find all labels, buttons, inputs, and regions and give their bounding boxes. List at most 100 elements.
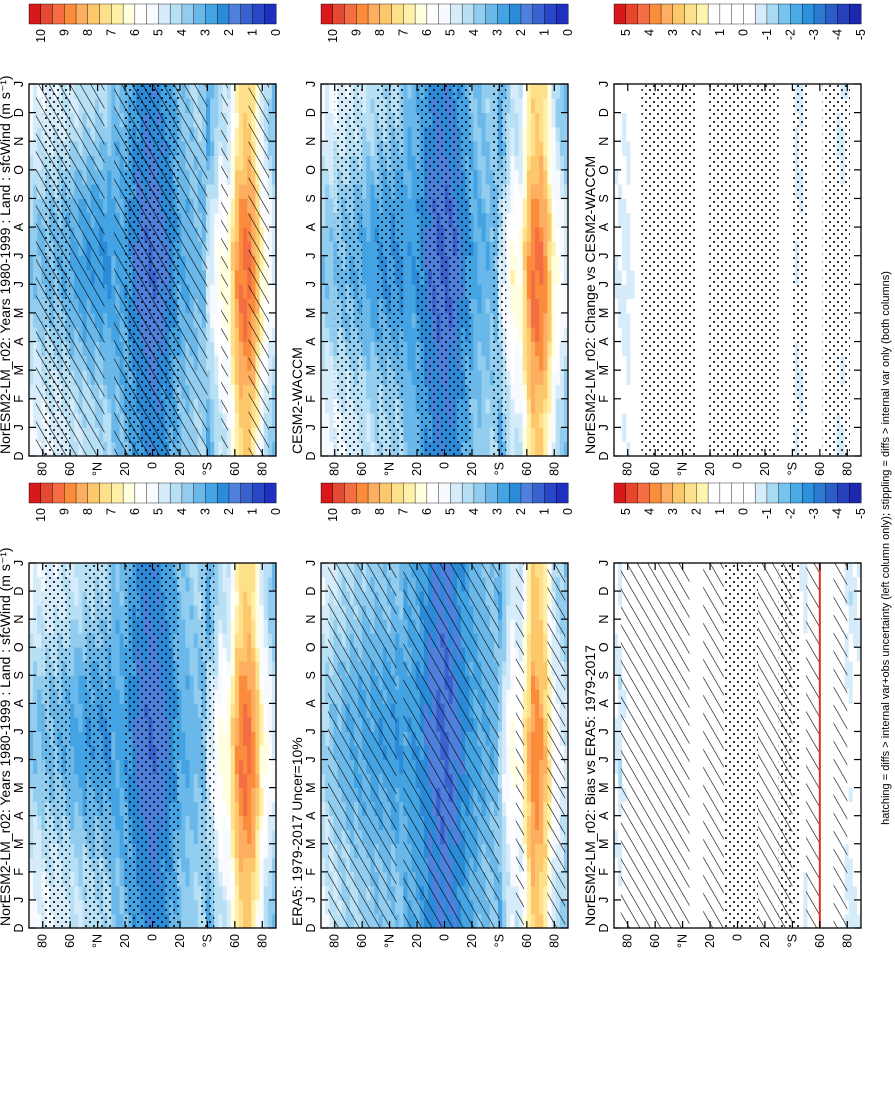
heat-cell [119, 563, 125, 578]
heat-cell [259, 913, 265, 928]
heat-cell [230, 198, 236, 214]
heat-cell [29, 619, 34, 634]
heat-cell [226, 398, 232, 414]
heat-cell [251, 703, 256, 718]
heat-cell [251, 605, 256, 620]
heat-cell [522, 829, 528, 845]
heat-cell [33, 270, 38, 285]
heat-cell [535, 675, 540, 690]
heat-cell [247, 619, 252, 634]
x-tick-label: 20 [465, 934, 479, 948]
heat-cell [214, 198, 219, 214]
heat-cell [33, 84, 38, 99]
heat-cell [243, 370, 248, 385]
heat-cell [243, 141, 248, 156]
heat-cell [535, 717, 540, 732]
heat-cell [526, 801, 532, 817]
heat-cell [29, 241, 34, 257]
heat-cell [33, 227, 38, 242]
heat-cell [251, 675, 256, 690]
heat-cell [325, 787, 330, 803]
heat-cell [255, 619, 260, 634]
heat-cell [193, 563, 199, 578]
heat-cell [111, 155, 116, 171]
heat-cell [226, 829, 232, 845]
heat-cell [37, 605, 42, 620]
heat-cell [498, 815, 503, 831]
heat-cell [218, 773, 223, 789]
heat-cell [115, 717, 120, 732]
heat-cell [107, 370, 112, 385]
heat-cell [510, 843, 515, 859]
heat-cell [181, 885, 186, 901]
heat-cell [111, 184, 116, 199]
heat-cell [230, 441, 236, 456]
heat-cell [506, 815, 511, 831]
heat-cell [399, 605, 404, 620]
heat-cell [107, 270, 112, 285]
colorbar-swatch [216, 482, 230, 504]
heat-cell [238, 212, 244, 228]
heat-cell [230, 98, 236, 114]
heat-cell [526, 675, 532, 690]
x-tick-label: 0 [146, 462, 160, 469]
heat-cell [530, 773, 536, 789]
heat-cell [271, 255, 276, 271]
heat-cell [271, 184, 276, 199]
heat-cell [214, 885, 219, 901]
heat-cell [29, 169, 34, 185]
heat-cell [37, 801, 42, 817]
heat-cell [206, 413, 211, 428]
heat-cell [78, 577, 83, 592]
heat-cell [29, 198, 34, 214]
heat-cell [251, 801, 256, 817]
colorbar-swatch [75, 482, 89, 504]
heat-cell [238, 126, 244, 142]
heat-cell [247, 815, 252, 831]
heat-cell [243, 341, 248, 357]
heat-cell [267, 689, 273, 704]
colorbar-swatch [111, 3, 124, 25]
heat-cell [243, 605, 248, 620]
colorbar-label: 1 [245, 29, 259, 36]
heat-cell [325, 745, 330, 760]
heat-cell [543, 633, 548, 648]
heat-cell [197, 731, 203, 746]
heat-cell [325, 591, 330, 606]
heat-cell [29, 801, 34, 817]
heat-cell [563, 591, 568, 606]
heat-cell [543, 577, 548, 592]
heat-cell [502, 801, 507, 817]
heat-cell [234, 759, 240, 774]
heat-cell [399, 689, 404, 704]
heat-cell [243, 731, 248, 746]
heat-cell [230, 633, 236, 648]
heat-cell [214, 591, 219, 606]
heat-cell [218, 84, 223, 99]
heat-cell [107, 341, 112, 357]
heat-cell [563, 773, 568, 789]
heat-cell [226, 327, 232, 342]
heat-cell [271, 857, 276, 873]
heat-cell [226, 689, 232, 704]
heat-cell [498, 605, 503, 620]
x-tick-label: 80 [255, 462, 269, 476]
heat-cell [111, 899, 116, 915]
colorbar-swatch [240, 3, 253, 25]
heat-cell [37, 591, 42, 606]
heat-cell [251, 745, 256, 760]
heat-cell [563, 857, 568, 873]
heat-cell [238, 745, 244, 760]
heat-cell [37, 675, 42, 690]
heat-cell [539, 633, 544, 648]
heat-cell [226, 619, 232, 634]
heat-cell [214, 284, 219, 300]
y-tick-label: A [12, 811, 26, 820]
heat-cell [115, 871, 120, 887]
heat-cell [267, 169, 273, 185]
heat-cell [263, 913, 269, 928]
heat-cell [247, 885, 252, 901]
heat-cell [103, 212, 108, 228]
heat-cell [325, 801, 330, 817]
heat-cell [226, 241, 232, 257]
